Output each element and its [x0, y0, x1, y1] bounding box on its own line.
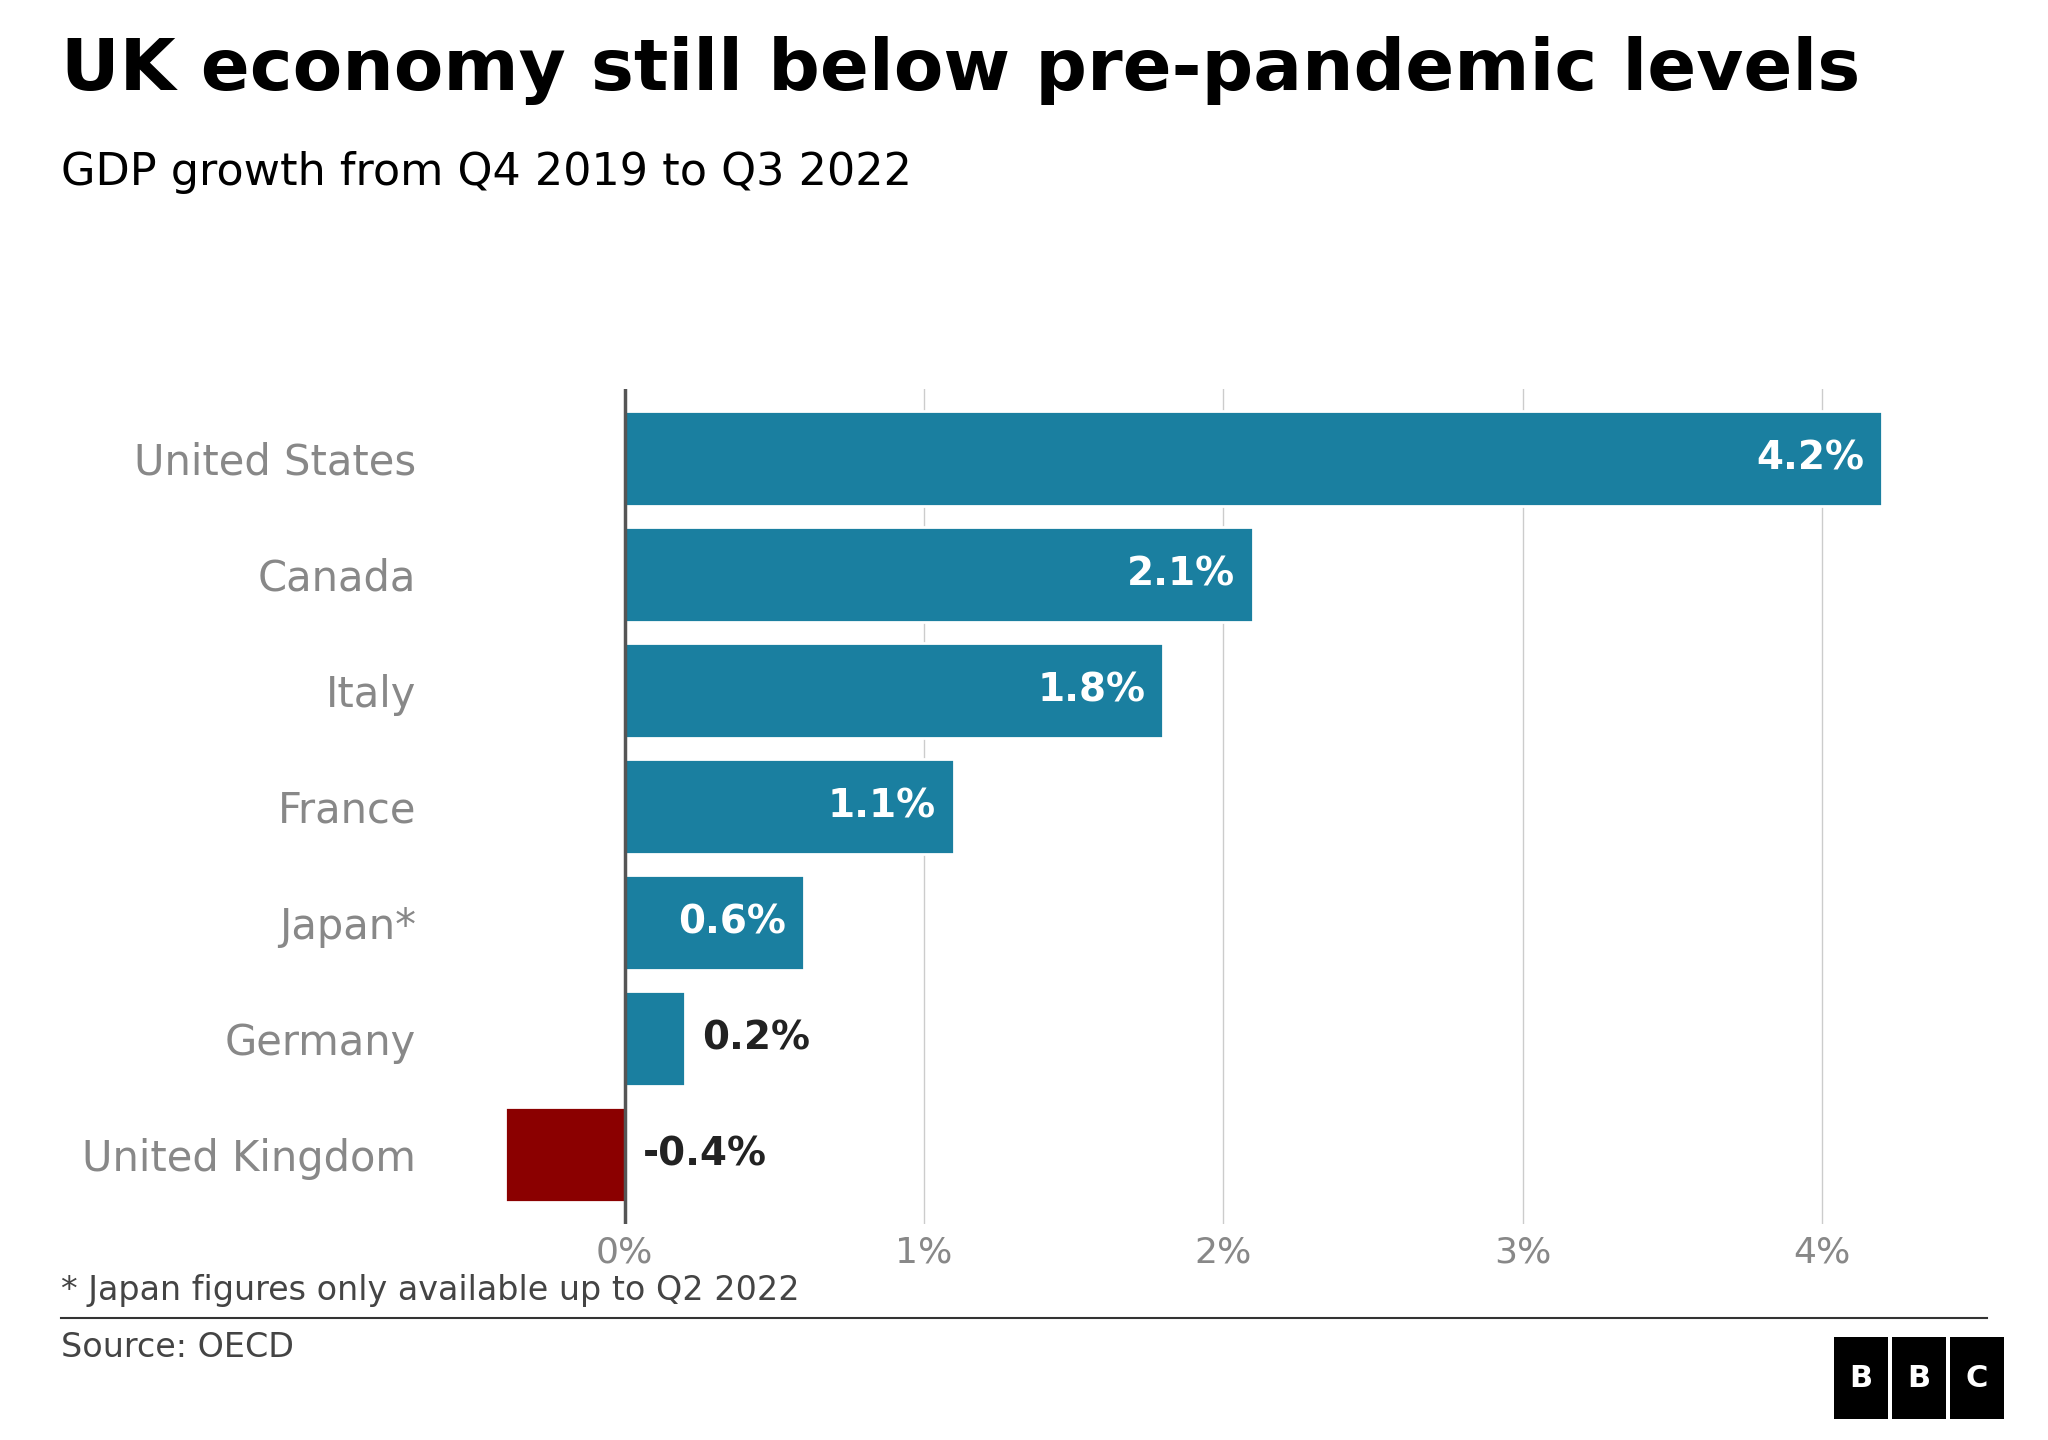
Text: Source: OECD: Source: OECD	[61, 1331, 295, 1364]
Text: 2.1%: 2.1%	[1126, 556, 1235, 593]
Text: -0.4%: -0.4%	[643, 1135, 766, 1174]
Bar	[625, 642, 1163, 737]
Text: 4.2%: 4.2%	[1755, 439, 1864, 478]
Text: GDP growth from Q4 2019 to Q3 2022: GDP growth from Q4 2019 to Q3 2022	[61, 151, 913, 194]
Text: * Japan figures only available up to Q2 2022: * Japan figures only available up to Q2 …	[61, 1274, 801, 1308]
Text: 0.6%: 0.6%	[678, 903, 786, 942]
Text: B: B	[1849, 1364, 1872, 1392]
Text: UK economy still below pre-pandemic levels: UK economy still below pre-pandemic leve…	[61, 36, 1862, 105]
Text: B: B	[1907, 1364, 1931, 1392]
Bar	[506, 1107, 625, 1202]
FancyBboxPatch shape	[1835, 1336, 1888, 1420]
Text: C: C	[1966, 1364, 1989, 1392]
Bar	[625, 410, 1882, 505]
Bar	[625, 527, 1253, 622]
Text: 1.1%: 1.1%	[827, 788, 936, 825]
FancyBboxPatch shape	[1892, 1336, 1946, 1420]
Bar	[625, 876, 805, 971]
Text: 1.8%: 1.8%	[1038, 671, 1145, 710]
Bar	[625, 759, 954, 854]
Bar	[625, 991, 684, 1086]
FancyBboxPatch shape	[1950, 1336, 2003, 1420]
Text: 0.2%: 0.2%	[702, 1020, 811, 1057]
